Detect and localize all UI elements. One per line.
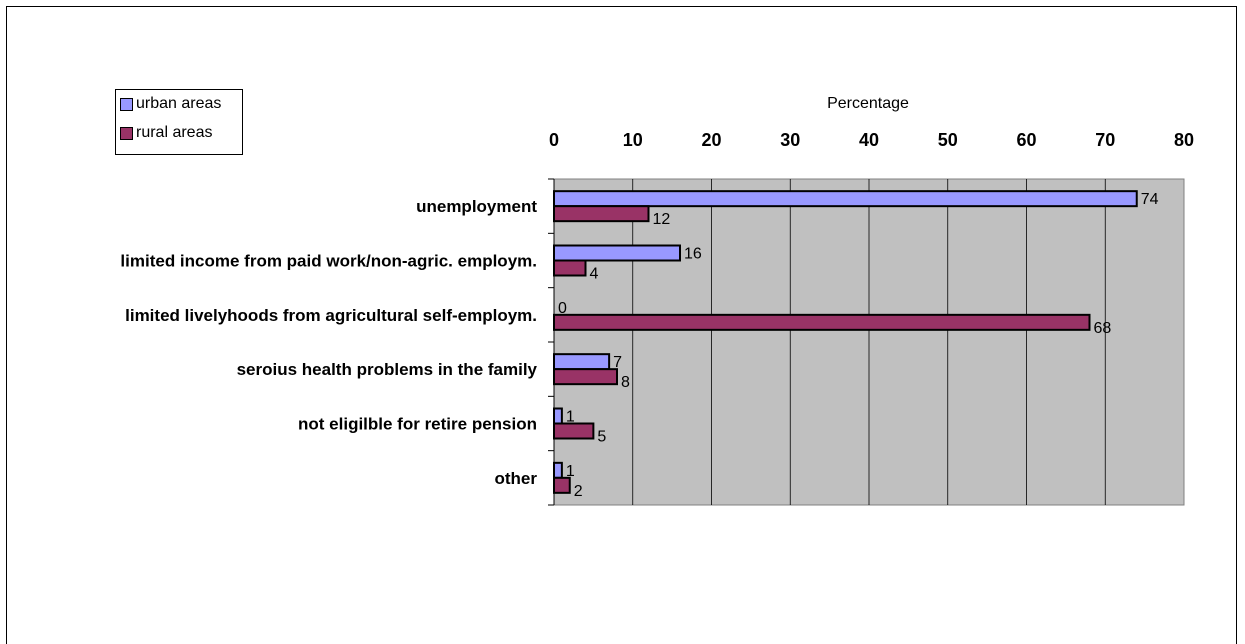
data-label-rural: 68 bbox=[1094, 320, 1112, 337]
legend-label-rural: rural areas bbox=[136, 124, 213, 141]
x-tick-label: 70 bbox=[1095, 130, 1115, 150]
x-tick-label: 40 bbox=[859, 130, 879, 150]
category-label: limited income from paid work/non-agric.… bbox=[120, 252, 537, 271]
data-label-urban: 7 bbox=[613, 354, 622, 371]
bar-urban bbox=[553, 353, 611, 371]
bar-rural bbox=[553, 422, 595, 440]
x-axis-title: Percentage bbox=[827, 95, 909, 112]
category-label: unemployment bbox=[416, 197, 537, 216]
data-label-urban: 1 bbox=[566, 409, 575, 426]
category-label: limited livelyhoods from agricultural se… bbox=[125, 306, 537, 325]
bar-urban bbox=[553, 244, 681, 262]
x-tick-label: 10 bbox=[623, 130, 643, 150]
legend-swatch-rural bbox=[120, 126, 133, 140]
category-label: seroius health problems in the family bbox=[237, 360, 538, 379]
data-label-rural: 5 bbox=[597, 429, 606, 446]
bar-urban bbox=[553, 407, 563, 425]
data-label-urban: 0 bbox=[558, 300, 567, 317]
category-label: not eligilble for retire pension bbox=[298, 415, 537, 434]
x-tick-label: 80 bbox=[1174, 130, 1194, 150]
bar-rural bbox=[553, 259, 587, 277]
data-label-rural: 2 bbox=[574, 483, 583, 500]
legend: urban areas rural areas bbox=[115, 89, 243, 155]
x-tick-label: 30 bbox=[780, 130, 800, 150]
legend-item-rural: rural areas bbox=[120, 123, 212, 143]
x-tick-label: 20 bbox=[701, 130, 721, 150]
bar-rural bbox=[553, 476, 571, 494]
category-label: other bbox=[495, 469, 538, 488]
bar-rural bbox=[553, 368, 618, 386]
data-label-urban: 74 bbox=[1141, 191, 1159, 208]
data-label-rural: 4 bbox=[590, 266, 599, 283]
bar-urban bbox=[553, 190, 1138, 208]
data-label-rural: 12 bbox=[653, 211, 671, 228]
bar-rural bbox=[553, 205, 650, 223]
legend-item-urban: urban areas bbox=[120, 94, 221, 114]
bar-urban bbox=[553, 461, 563, 479]
data-label-rural: 8 bbox=[621, 374, 630, 391]
legend-label-urban: urban areas bbox=[136, 95, 222, 112]
x-tick-label: 50 bbox=[938, 130, 958, 150]
legend-swatch-urban bbox=[120, 97, 133, 111]
x-tick-label: 60 bbox=[1016, 130, 1036, 150]
data-label-urban: 1 bbox=[566, 463, 575, 480]
x-tick-label: 0 bbox=[549, 130, 559, 150]
data-label-urban: 16 bbox=[684, 246, 702, 263]
bar-rural bbox=[553, 313, 1091, 331]
